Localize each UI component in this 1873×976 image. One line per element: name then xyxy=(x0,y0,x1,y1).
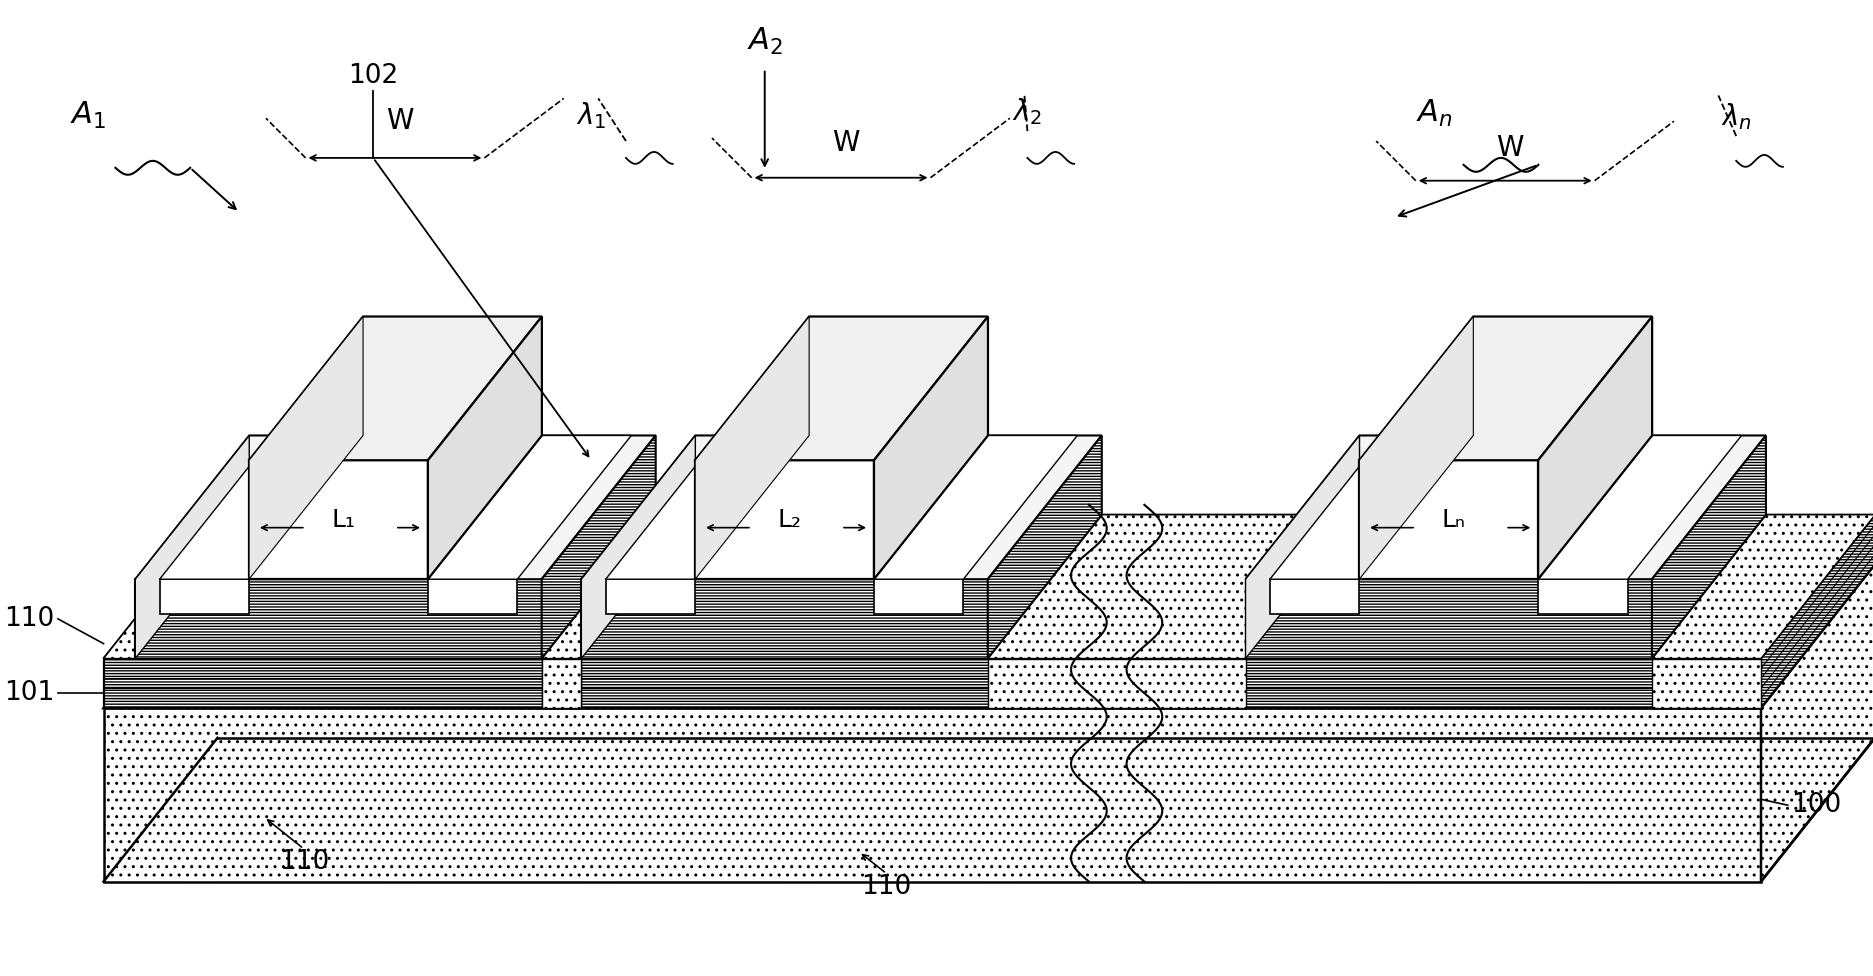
Polygon shape xyxy=(1652,659,1761,708)
Polygon shape xyxy=(135,435,656,579)
Polygon shape xyxy=(1761,514,1873,708)
Polygon shape xyxy=(1246,435,1358,659)
Text: L₁: L₁ xyxy=(332,508,356,532)
Text: W: W xyxy=(832,129,860,157)
Text: 102: 102 xyxy=(348,62,399,89)
Polygon shape xyxy=(427,316,541,579)
Polygon shape xyxy=(103,514,1873,659)
Polygon shape xyxy=(695,461,873,579)
Text: $\lambda_1$: $\lambda_1$ xyxy=(575,100,607,131)
Text: W: W xyxy=(1497,134,1523,162)
Text: 110: 110 xyxy=(279,849,330,874)
Polygon shape xyxy=(581,579,987,659)
Polygon shape xyxy=(987,659,1246,708)
Polygon shape xyxy=(103,659,1761,708)
Text: W: W xyxy=(386,107,414,136)
Text: 110: 110 xyxy=(4,606,54,631)
Polygon shape xyxy=(581,435,695,659)
Polygon shape xyxy=(159,579,249,614)
Polygon shape xyxy=(1358,316,1652,461)
Text: 110: 110 xyxy=(862,874,912,900)
Polygon shape xyxy=(987,435,1101,659)
Polygon shape xyxy=(427,435,631,579)
Text: $\lambda_2$: $\lambda_2$ xyxy=(1011,96,1041,127)
Polygon shape xyxy=(1761,564,1873,881)
Polygon shape xyxy=(1246,579,1652,659)
Polygon shape xyxy=(695,316,987,461)
Polygon shape xyxy=(1358,316,1472,579)
Polygon shape xyxy=(1652,435,1764,659)
Polygon shape xyxy=(1358,461,1538,579)
Text: $A_2$: $A_2$ xyxy=(745,26,783,58)
Text: $A_n$: $A_n$ xyxy=(1414,98,1452,129)
Polygon shape xyxy=(103,708,1761,881)
Polygon shape xyxy=(249,316,363,579)
Polygon shape xyxy=(135,579,541,659)
Polygon shape xyxy=(695,316,809,579)
Text: 100: 100 xyxy=(1791,793,1839,818)
Polygon shape xyxy=(1538,579,1626,614)
Polygon shape xyxy=(159,435,363,579)
Polygon shape xyxy=(605,435,809,579)
Polygon shape xyxy=(1538,435,1740,579)
Polygon shape xyxy=(541,659,581,708)
Polygon shape xyxy=(249,316,541,461)
Text: $A_1$: $A_1$ xyxy=(69,100,105,131)
Polygon shape xyxy=(1246,435,1764,579)
Polygon shape xyxy=(1270,579,1358,614)
Text: L₂: L₂ xyxy=(777,508,802,532)
Polygon shape xyxy=(103,564,1873,708)
Polygon shape xyxy=(427,579,517,614)
Polygon shape xyxy=(873,435,1077,579)
Polygon shape xyxy=(1652,514,1873,659)
Polygon shape xyxy=(873,316,987,579)
Polygon shape xyxy=(541,659,581,708)
Polygon shape xyxy=(103,514,249,659)
Text: $\lambda_n$: $\lambda_n$ xyxy=(1719,101,1751,132)
Polygon shape xyxy=(605,579,695,614)
Polygon shape xyxy=(873,579,963,614)
Polygon shape xyxy=(1270,435,1472,579)
Polygon shape xyxy=(135,435,249,659)
Polygon shape xyxy=(1538,316,1652,579)
Polygon shape xyxy=(541,514,695,659)
Text: Lₙ: Lₙ xyxy=(1440,508,1465,532)
Polygon shape xyxy=(541,435,656,659)
Polygon shape xyxy=(581,435,1101,579)
Text: 101: 101 xyxy=(4,680,54,707)
Polygon shape xyxy=(249,461,427,579)
Polygon shape xyxy=(987,514,1358,659)
